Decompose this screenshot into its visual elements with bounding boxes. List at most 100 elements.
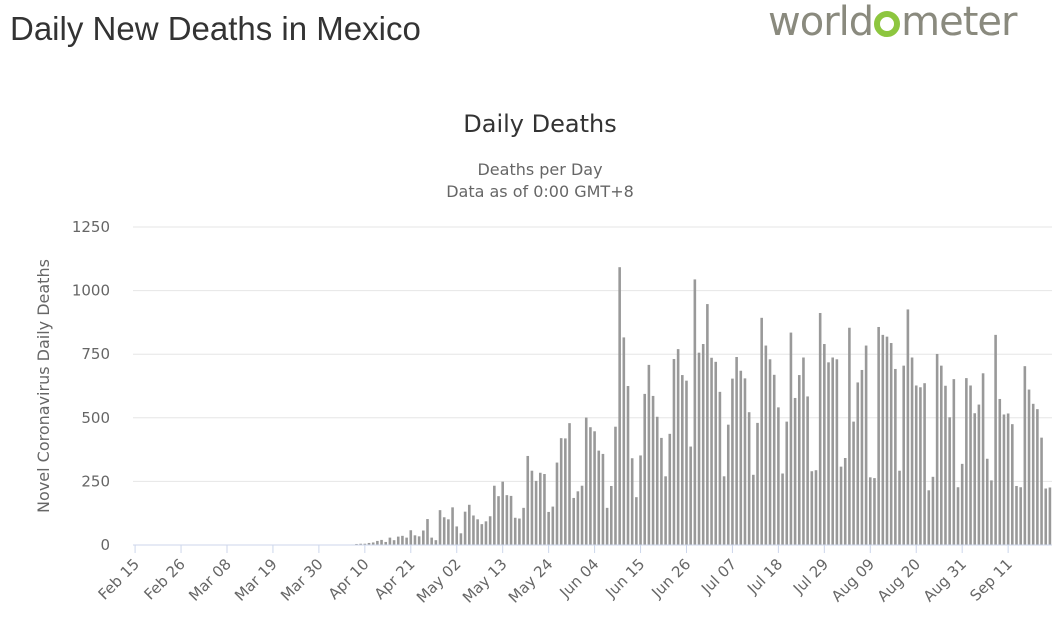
bar[interactable] [538,472,542,545]
bar[interactable] [526,455,530,545]
bar[interactable] [969,385,972,545]
bar[interactable] [488,516,492,545]
bar[interactable] [760,317,763,545]
bar[interactable] [935,353,939,545]
bar[interactable] [956,487,960,545]
bar[interactable] [990,480,993,545]
bar[interactable] [547,511,550,545]
bar[interactable] [914,385,918,545]
bar[interactable] [998,398,1002,545]
bar[interactable] [752,474,755,545]
bar[interactable] [568,423,571,545]
bar[interactable] [952,379,956,545]
bar[interactable] [1031,403,1035,545]
bar[interactable] [388,537,392,545]
bar[interactable] [467,504,471,545]
bar[interactable] [493,485,496,545]
bar[interactable] [718,391,722,545]
bar[interactable] [442,517,446,545]
bar[interactable] [898,470,901,545]
bar[interactable] [1048,487,1052,545]
bar[interactable] [764,345,768,545]
bar[interactable] [380,539,383,545]
bar[interactable] [359,543,362,545]
bar[interactable] [647,364,651,545]
bar[interactable] [697,352,701,545]
bar[interactable] [685,380,688,545]
bar[interactable] [714,361,718,545]
bar[interactable] [785,421,789,545]
bar[interactable] [726,424,730,545]
bar[interactable] [447,519,450,545]
bar[interactable] [451,507,454,545]
bar[interactable] [894,368,897,545]
bar[interactable] [509,495,513,545]
bar[interactable] [363,543,367,545]
bar[interactable] [476,519,479,545]
bar[interactable] [948,417,951,545]
bar[interactable] [818,312,822,545]
bar[interactable] [910,357,914,545]
bar[interactable] [889,343,893,545]
bar[interactable] [710,357,713,545]
bar[interactable] [355,543,358,545]
bar[interactable] [743,378,747,545]
bar[interactable] [371,542,375,545]
bar[interactable] [739,370,743,545]
bar[interactable] [664,476,667,545]
bar[interactable] [434,540,438,545]
bar[interactable] [1040,437,1043,545]
bar[interactable] [597,450,601,545]
bar[interactable] [977,404,981,545]
bar[interactable] [681,375,684,545]
bar[interactable] [693,279,697,545]
bar[interactable] [885,336,889,545]
bar[interactable] [376,540,379,545]
bar[interactable] [614,426,617,545]
bar[interactable] [864,345,868,545]
bar[interactable] [868,477,872,545]
bar[interactable] [827,362,830,545]
bar[interactable] [459,533,463,545]
bar[interactable] [860,369,864,545]
bar[interactable] [497,496,500,545]
bar[interactable] [660,437,663,545]
bar[interactable] [985,458,989,545]
bar[interactable] [543,474,546,545]
bar[interactable] [564,438,567,545]
bar[interactable] [601,453,605,545]
bar[interactable] [1011,424,1014,545]
bar[interactable] [835,359,839,545]
bar[interactable] [981,373,985,545]
bar[interactable] [534,480,538,545]
bar[interactable] [622,337,626,545]
bar[interactable] [722,476,726,545]
bar[interactable] [944,385,947,545]
bar[interactable] [689,446,692,545]
bar[interactable] [639,455,642,545]
bar[interactable] [405,537,408,545]
bar[interactable] [426,519,429,545]
bar[interactable] [430,537,433,545]
bar[interactable] [768,359,772,545]
bar[interactable] [923,383,926,545]
bar[interactable] [584,417,588,545]
bar[interactable] [881,334,885,545]
bar[interactable] [1019,487,1022,545]
bar[interactable] [994,334,997,545]
bar[interactable] [576,491,580,545]
bar[interactable] [555,462,559,545]
bar[interactable] [472,515,475,545]
bar[interactable] [973,413,977,545]
bar[interactable] [605,507,609,545]
bar[interactable] [810,471,814,545]
bar[interactable] [902,365,905,545]
bar[interactable] [413,535,417,545]
bar[interactable] [927,490,931,545]
worldometer-logo[interactable]: world meter [768,0,1017,44]
bar[interactable] [781,473,784,545]
bar[interactable] [877,326,880,545]
bar[interactable] [651,395,655,545]
bar[interactable] [856,382,860,545]
bar[interactable] [756,422,759,545]
